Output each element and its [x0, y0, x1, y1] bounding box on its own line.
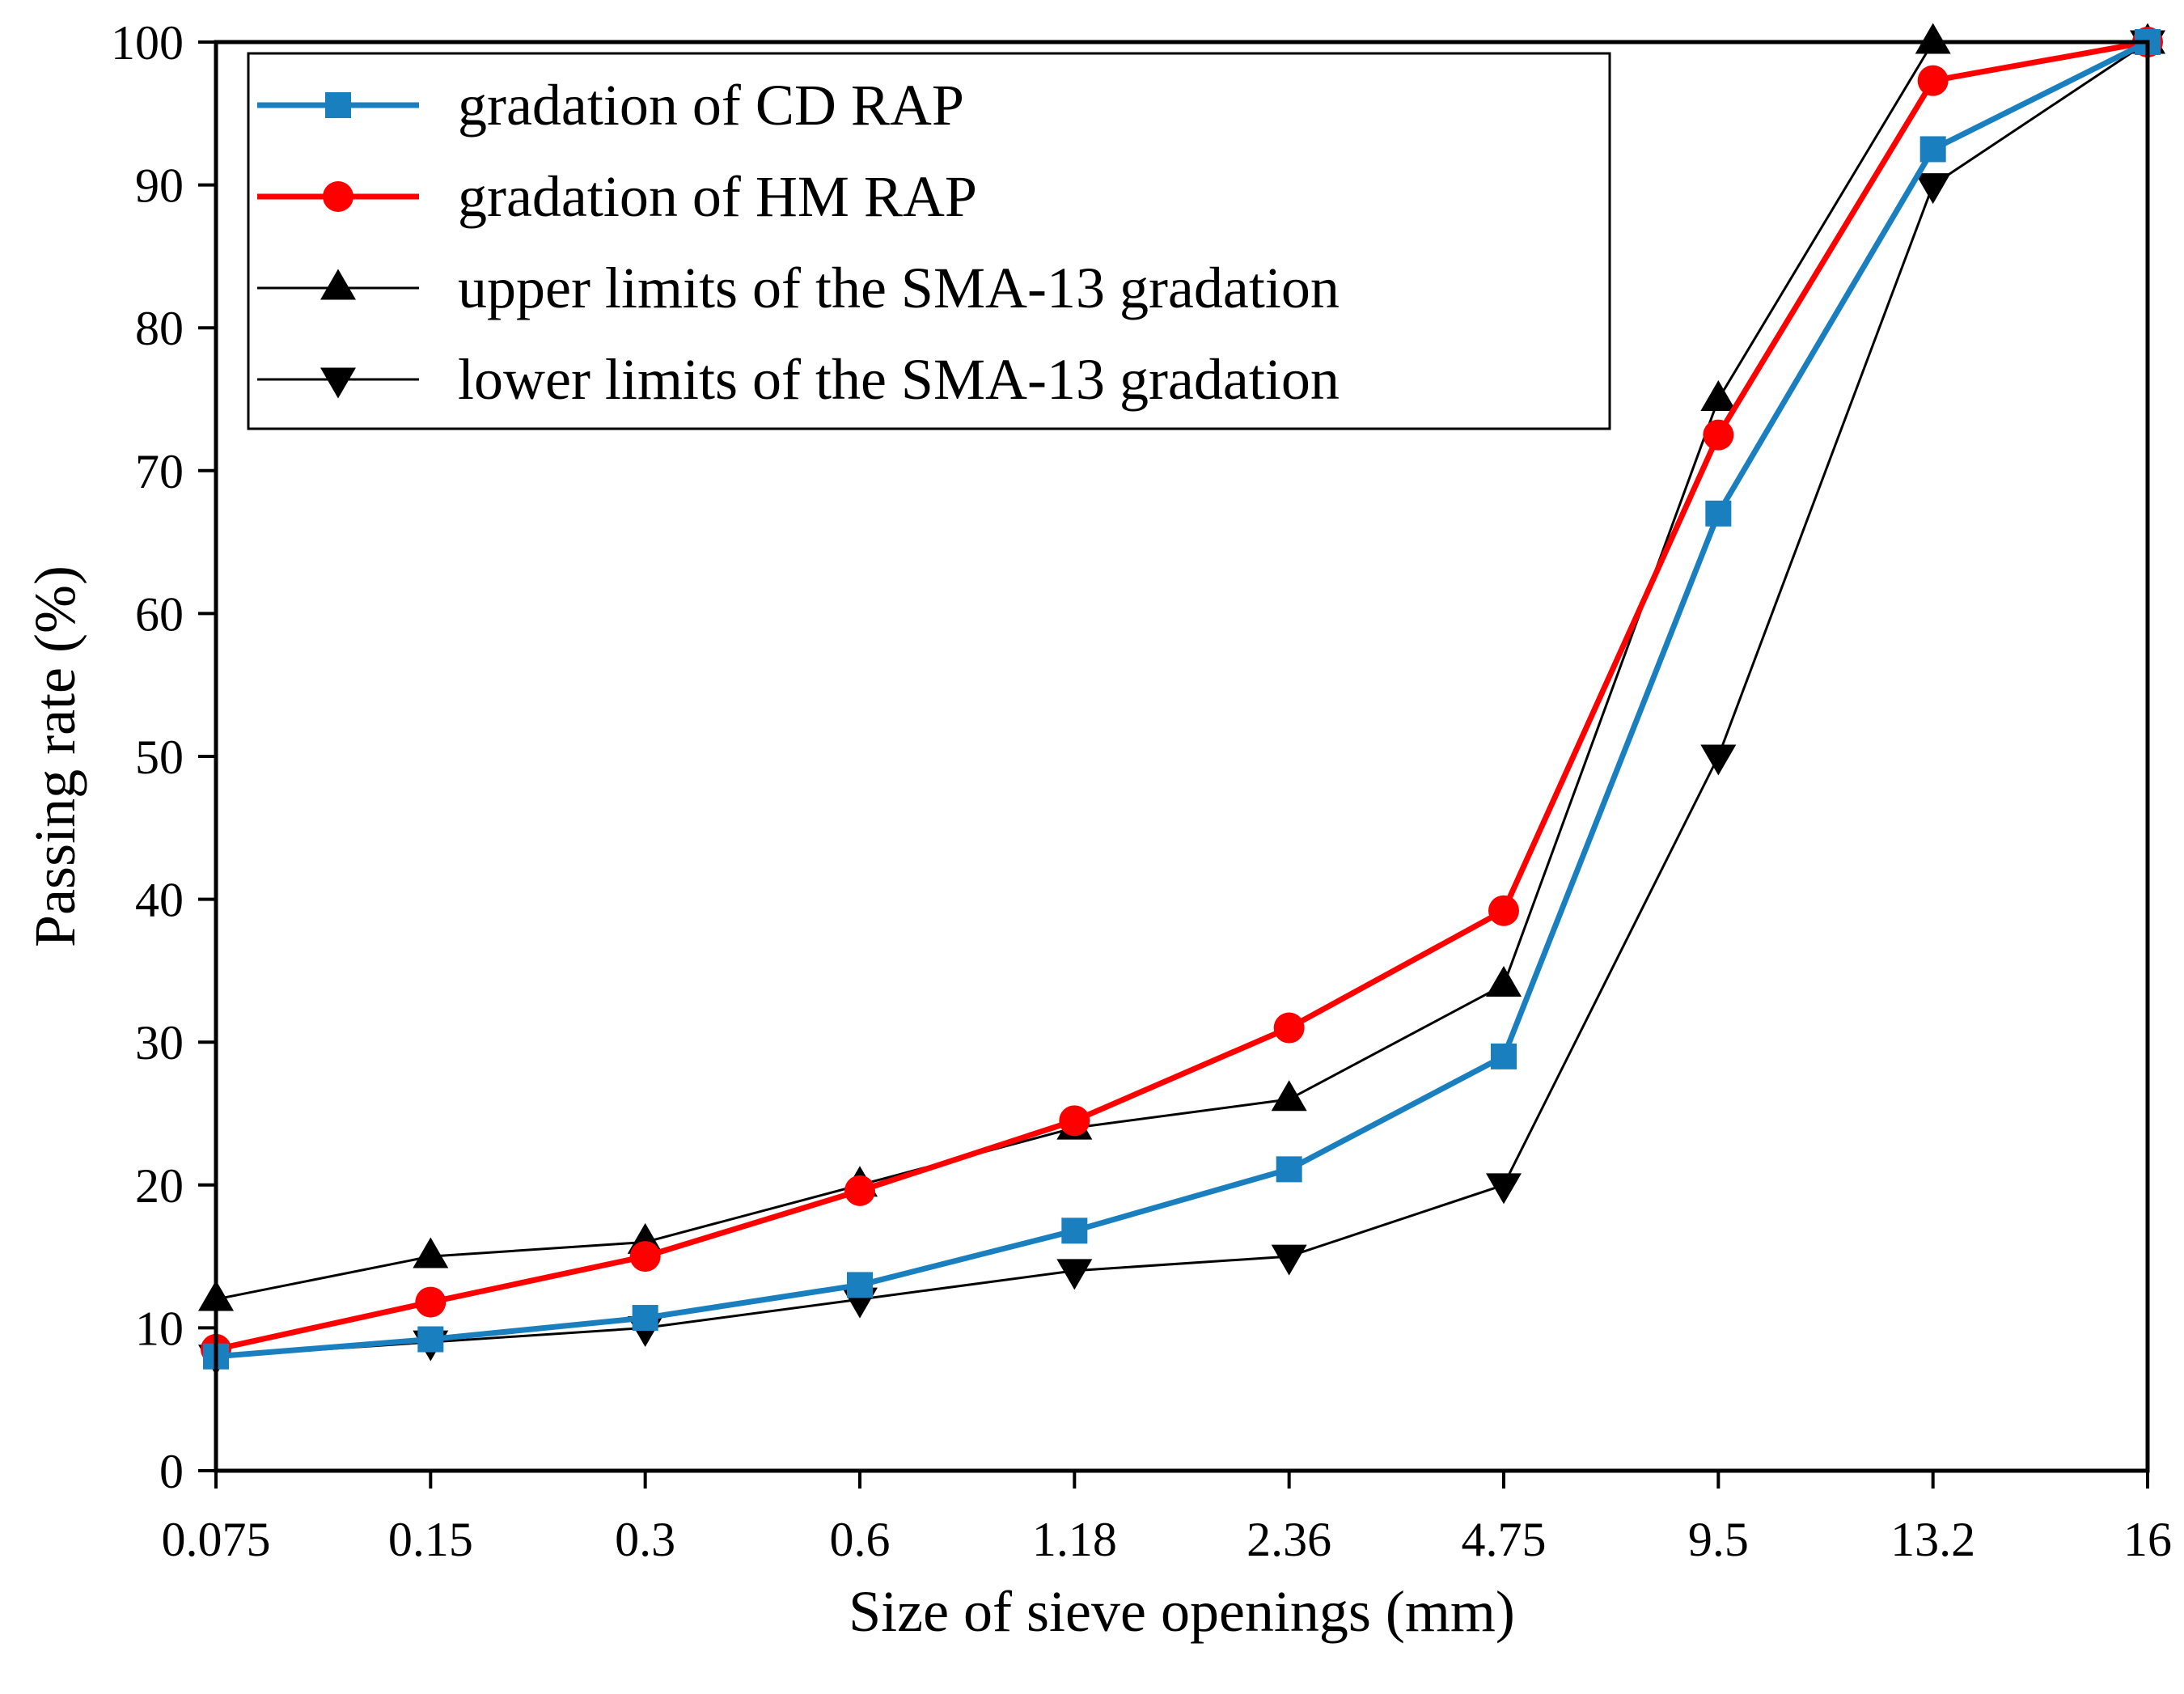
- x-tick-label: 9.5: [1688, 1513, 1749, 1566]
- y-tick-label: 20: [135, 1159, 184, 1213]
- legend-label: gradation of CD RAP: [458, 73, 964, 138]
- data-point: [632, 1305, 658, 1332]
- y-tick-label: 50: [135, 731, 184, 784]
- legend-label: upper limits of the SMA-13 gradation: [458, 256, 1340, 320]
- data-point: [1919, 136, 1946, 163]
- x-tick-label: 0.6: [830, 1513, 891, 1566]
- data-point: [1700, 379, 1737, 411]
- y-tick-label: 70: [135, 445, 184, 498]
- y-tick-label: 30: [135, 1016, 184, 1069]
- legend-marker: [320, 367, 356, 399]
- y-tick-label: 100: [111, 16, 184, 70]
- data-point: [413, 1237, 449, 1268]
- y-tick-label: 60: [135, 587, 184, 641]
- legend-marker: [323, 181, 353, 212]
- data-point: [844, 1175, 875, 1206]
- legend-marker: [325, 92, 351, 118]
- series-line: [215, 39, 2148, 1353]
- x-tick-label: 4.75: [1462, 1513, 1547, 1566]
- data-point: [1705, 500, 1732, 527]
- x-tick-label: 13.2: [1890, 1513, 1975, 1566]
- data-point: [1056, 1259, 1093, 1290]
- data-point: [1915, 23, 1951, 54]
- data-point: [1271, 1080, 1307, 1112]
- ticks-layer: 0.075 0.15 0.3 0.6 1.18 2.36 4.75 9.5 13.2 16 0 10 2…: [111, 16, 2172, 1566]
- y-tick-label: 0: [159, 1445, 184, 1498]
- series-layer: [198, 23, 2165, 1376]
- legend-label: lower limits of the SMA-13 gradation: [458, 347, 1340, 412]
- y-tick-label: 90: [135, 159, 184, 213]
- data-point: [1059, 1105, 1090, 1137]
- series-line: [215, 40, 2148, 1358]
- data-point: [415, 1286, 447, 1318]
- legend-label: gradation of HM RAP: [458, 164, 977, 229]
- data-point: [847, 1272, 873, 1298]
- data-point: [1486, 1173, 1522, 1205]
- x-tick-label: 16: [2123, 1513, 2172, 1566]
- legend-box: [247, 52, 1611, 430]
- data-point: [629, 1241, 661, 1273]
- legend-marker: [320, 269, 356, 300]
- data-point: [1488, 895, 1519, 926]
- data-point: [1271, 1244, 1307, 1276]
- x-tick-label: 2.36: [1246, 1513, 1331, 1566]
- x-axis-title: Size of sieve openings (mm): [849, 1579, 1515, 1644]
- x-tick-label: 0.3: [615, 1513, 675, 1566]
- data-point: [1700, 744, 1737, 776]
- legend: gradation of CD RAP gradation of HM RAP up…: [247, 52, 1611, 430]
- series-gradation-of-hm-rap: [201, 27, 2163, 1365]
- y-tick-label: 40: [135, 874, 184, 927]
- y-axis-title: Passing rate (%): [23, 565, 87, 947]
- data-point: [1491, 1043, 1517, 1069]
- data-point: [1273, 1012, 1305, 1044]
- x-tick-label: 0.075: [162, 1513, 271, 1566]
- data-point: [1486, 966, 1522, 997]
- data-point: [1276, 1156, 1302, 1183]
- series-line: [215, 39, 2149, 1360]
- x-tick-label: 0.15: [388, 1513, 473, 1566]
- data-point: [1703, 419, 1734, 451]
- data-point: [1061, 1218, 1088, 1244]
- x-tick-label: 1.18: [1032, 1513, 1117, 1566]
- series-line: [215, 40, 2148, 1301]
- y-tick-label: 10: [135, 1302, 184, 1355]
- data-point: [1915, 173, 1951, 205]
- data-point: [1917, 65, 1949, 96]
- y-tick-label: 80: [135, 302, 184, 355]
- data-point: [417, 1326, 444, 1353]
